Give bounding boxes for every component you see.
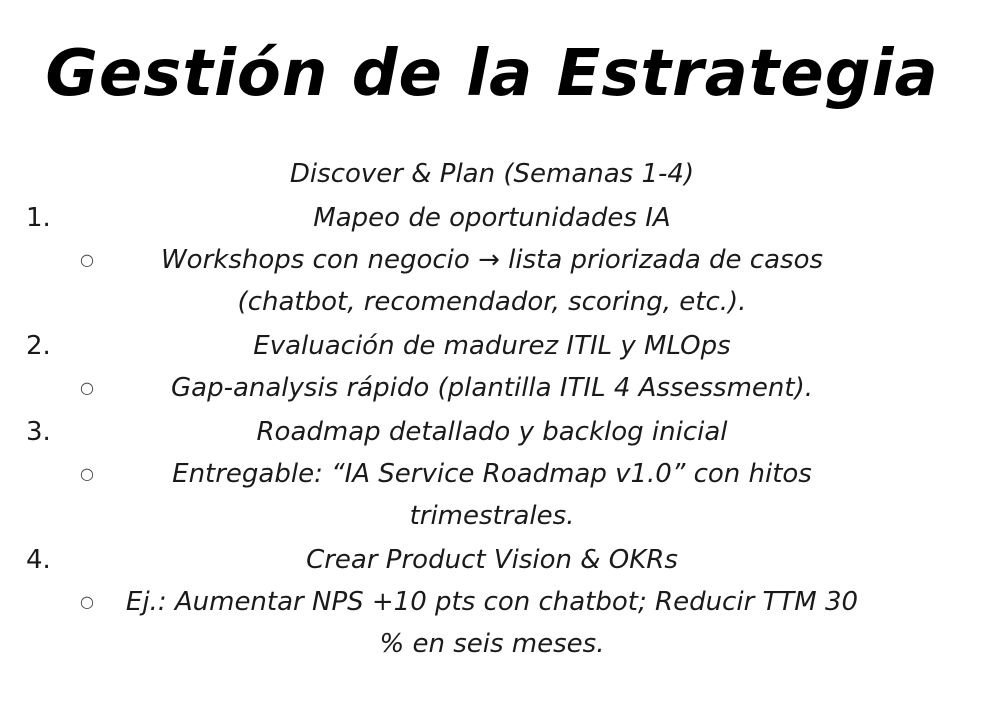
item-number-3: 3. bbox=[26, 417, 51, 447]
item-number-1: 1. bbox=[26, 203, 51, 233]
item-heading-4: Crear Product Vision & OKRs bbox=[306, 545, 678, 575]
item-heading-1: Mapeo de oportunidades IA bbox=[313, 203, 671, 233]
bullet-icon: ○ bbox=[80, 592, 94, 611]
bullet-icon: ○ bbox=[80, 378, 94, 397]
bullet-icon: ○ bbox=[80, 464, 94, 483]
item-3-detail-line-2: trimestrales. bbox=[409, 501, 575, 531]
item-number-4: 4. bbox=[26, 545, 51, 575]
item-4-detail-line-2: % en seis meses. bbox=[379, 629, 605, 659]
item-1-detail-line-1: Workshops con negocio → lista priorizada… bbox=[160, 245, 824, 275]
item-heading-2: Evaluación de madurez ITIL y MLOps bbox=[253, 331, 731, 361]
bullet-icon: ○ bbox=[80, 250, 94, 269]
item-2-detail-line-1: Gap-analysis rápido (plantilla ITIL 4 As… bbox=[170, 373, 813, 403]
slide-title: Gestión de la Estrategia bbox=[45, 37, 939, 111]
item-heading-3: Roadmap detallado y backlog inicial bbox=[256, 417, 728, 447]
item-4-detail-line-1: Ej.: Aumentar NPS +10 pts con chatbot; R… bbox=[125, 587, 859, 617]
item-3-detail-line-1: Entregable: “IA Service Roadmap v1.0” co… bbox=[172, 459, 812, 489]
item-number-2: 2. bbox=[26, 331, 51, 361]
section-heading: Discover & Plan (Semanas 1-4) bbox=[289, 159, 695, 189]
item-1-detail-line-2: (chatbot, recomendador, scoring, etc.). bbox=[237, 287, 747, 317]
